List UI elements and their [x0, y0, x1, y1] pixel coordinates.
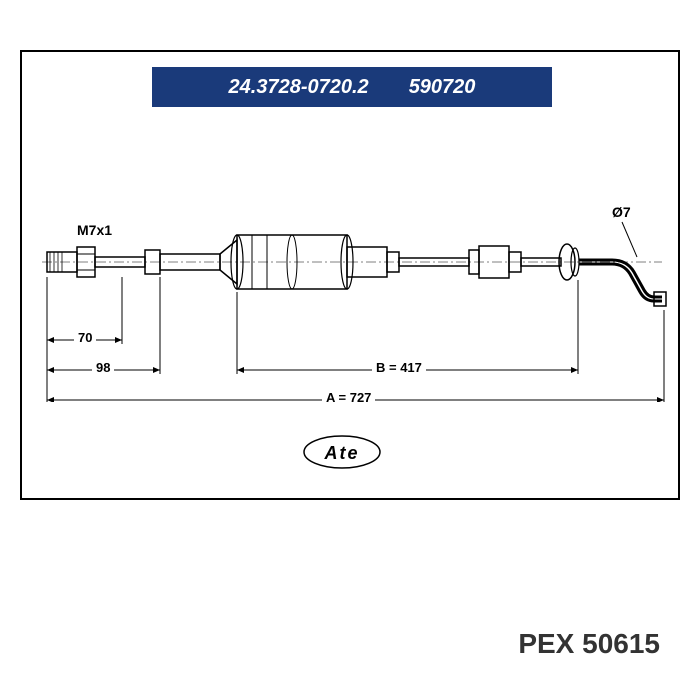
diameter-label: Ø7 — [612, 204, 631, 220]
part-number-primary: 24.3728-0720.2 — [229, 76, 369, 99]
dimension-98: 98 — [92, 360, 114, 375]
dimension-b: B = 417 — [372, 360, 426, 375]
diagram-frame: 24.3728-0720.2 590720 — [20, 50, 680, 500]
dimension-70: 70 — [74, 330, 96, 345]
part-number-secondary: 590720 — [409, 76, 476, 99]
cable-assembly-drawing — [22, 122, 682, 402]
brand-code: 50615 — [582, 628, 660, 659]
thread-label: M7x1 — [77, 222, 112, 238]
logo-text: Ate — [323, 443, 359, 463]
technical-drawing: M7x1 Ø7 70 98 B = 417 A = 727 — [22, 122, 678, 402]
brand-name: PEX — [518, 628, 574, 659]
manufacturer-logo: Ate — [302, 432, 382, 478]
dimension-a: A = 727 — [322, 390, 375, 405]
header-bar: 24.3728-0720.2 590720 — [152, 67, 552, 107]
brand-label: PEX 50615 — [518, 628, 660, 660]
